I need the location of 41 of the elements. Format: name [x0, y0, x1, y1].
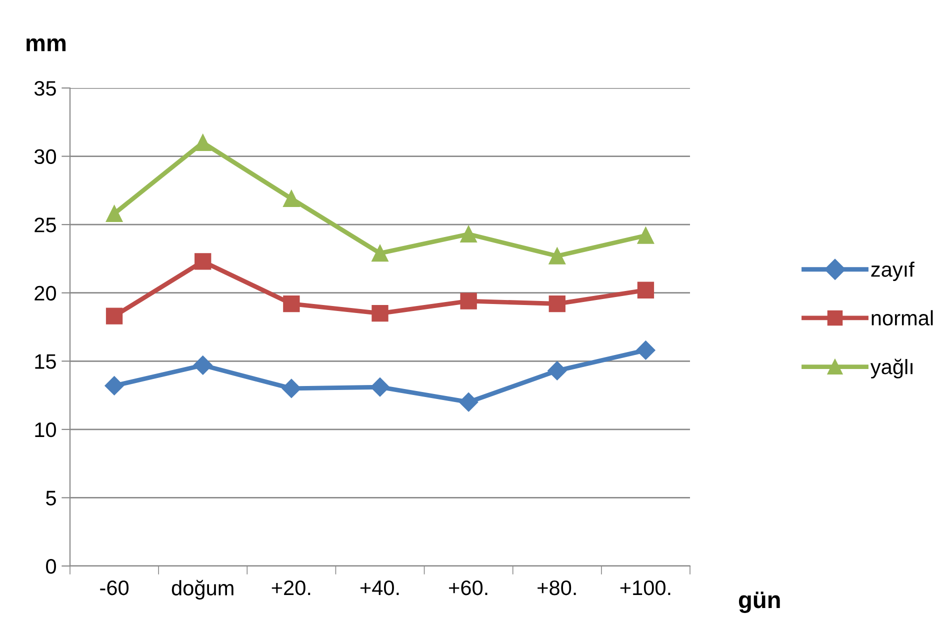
- point: [548, 361, 567, 380]
- point: [283, 190, 300, 207]
- x-tick-label: +20.: [272, 580, 310, 596]
- point: [282, 378, 301, 398]
- point: [106, 205, 123, 222]
- y-tick-label: 25: [34, 218, 56, 232]
- point: [104, 376, 124, 396]
- legend-label: normal: [872, 310, 933, 326]
- x-tick-label: +60.: [449, 580, 488, 596]
- point: [637, 282, 654, 298]
- point: [194, 253, 212, 270]
- x-tick-label: doğum: [172, 580, 234, 600]
- y-tick-label: 15: [35, 354, 56, 369]
- y-tick-label: 0: [46, 559, 56, 574]
- point: [637, 227, 654, 244]
- point: [548, 295, 566, 312]
- point: [194, 134, 212, 151]
- point: [372, 305, 388, 322]
- x-tick-label: -60: [100, 580, 129, 596]
- y-tick-label: 30: [34, 149, 56, 164]
- point: [193, 356, 212, 375]
- point: [548, 248, 566, 264]
- x-axis-title: gün: [738, 592, 780, 614]
- point: [459, 392, 478, 412]
- y-tick-label: 20: [34, 286, 56, 301]
- point: [283, 295, 300, 312]
- y-tick-label: 10: [35, 422, 56, 438]
- y-axis-title: mm: [26, 38, 66, 52]
- point: [460, 292, 477, 310]
- y-tick-label: 5: [46, 490, 56, 506]
- point: [370, 378, 390, 397]
- x-tick-label: +80.: [538, 580, 576, 596]
- point: [636, 340, 656, 360]
- point: [106, 308, 123, 324]
- x-tick-label: +100.: [620, 580, 670, 596]
- legend-label: yağlı: [870, 358, 912, 378]
- point: [372, 244, 388, 262]
- x-tick-label: +40.: [360, 580, 399, 596]
- y-tick-label: 35: [34, 81, 56, 96]
- point: [460, 226, 477, 242]
- legend-label: zayıf: [871, 262, 914, 281]
